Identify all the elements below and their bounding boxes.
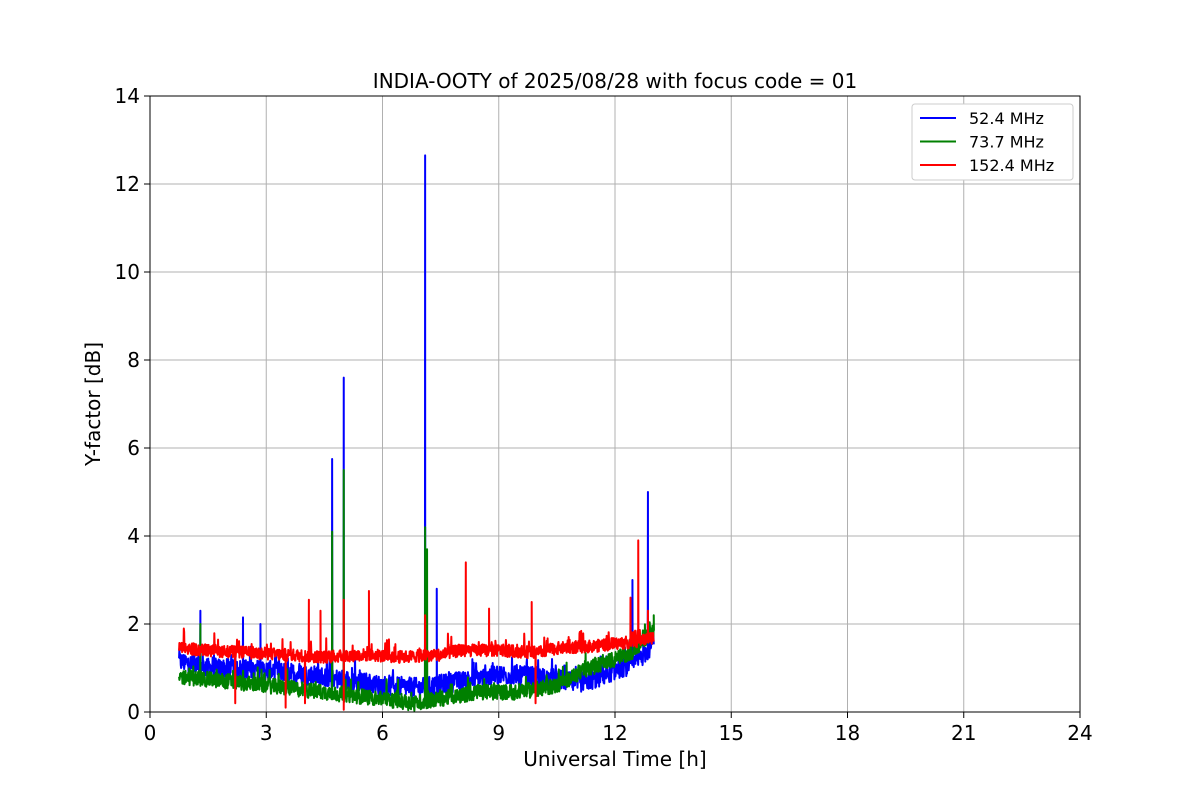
x-tick-label: 9: [492, 721, 505, 745]
x-tick-label: 18: [835, 721, 860, 745]
x-tick-label: 6: [376, 721, 389, 745]
y-tick-label: 2: [127, 612, 140, 636]
legend-label: 152.4 MHz: [969, 156, 1054, 175]
y-tick-label: 12: [115, 172, 140, 196]
x-tick-label: 21: [951, 721, 976, 745]
x-tick-label: 24: [1067, 721, 1092, 745]
x-tick-label: 3: [260, 721, 273, 745]
y-tick-label: 10: [115, 260, 140, 284]
y-axis-label: Y-factor [dB]: [81, 342, 105, 467]
y-tick-label: 0: [127, 700, 140, 724]
series-line-2: [178, 539, 655, 711]
x-tick-label: 12: [602, 721, 627, 745]
x-axis-label: Universal Time [h]: [523, 747, 706, 771]
y-tick-label: 8: [127, 348, 140, 372]
legend-box: [911, 103, 1074, 181]
x-tick-label: 15: [719, 721, 744, 745]
legend-label: 52.4 MHz: [969, 109, 1044, 128]
chart-title: INDIA-OOTY of 2025/08/28 with focus code…: [373, 69, 857, 93]
series-line-1: [178, 469, 655, 712]
legend-label: 73.7 MHz: [969, 133, 1044, 152]
y-tick-label: 14: [115, 84, 140, 108]
x-tick-label: 0: [144, 721, 157, 745]
series-layer: [178, 154, 655, 712]
y-tick-label: 4: [127, 524, 140, 548]
legend: 52.4 MHz 73.7 MHz 152.4 MHz: [911, 103, 1074, 181]
series-line-0: [178, 154, 655, 699]
y-tick-label: 6: [127, 436, 140, 460]
